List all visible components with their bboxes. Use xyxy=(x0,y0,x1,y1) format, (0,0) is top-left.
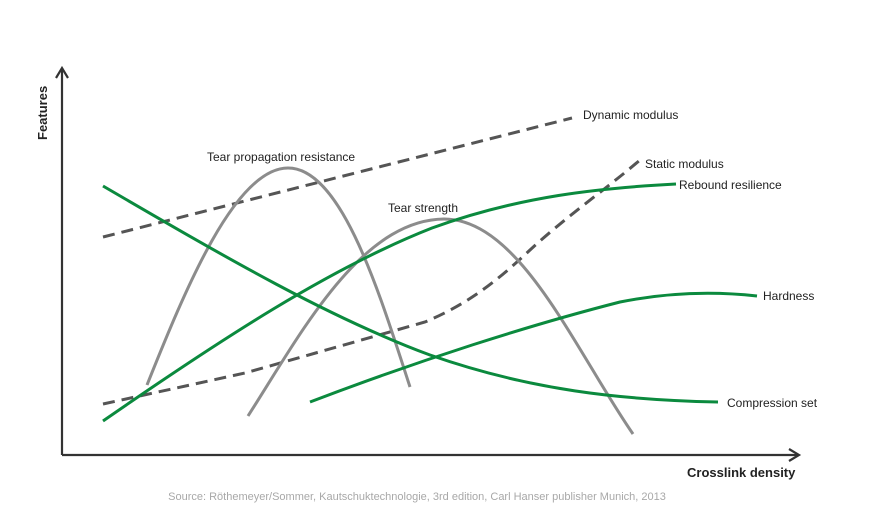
rebound-resilience-label: Rebound resilience xyxy=(679,178,782,192)
y-axis-arrowhead xyxy=(55,65,69,79)
y-axis-label: Features xyxy=(35,86,50,140)
hardness-curve xyxy=(309,291,758,404)
axes xyxy=(55,65,802,462)
source-citation: Source: Röthemeyer/Sommer, Kautschuktech… xyxy=(168,491,666,503)
rebound-resilience-curve xyxy=(102,182,677,423)
tear-propagation-resistance-label: Tear propagation resistance xyxy=(207,150,355,164)
compression-set-curve xyxy=(102,184,719,404)
x-axis-arrowhead xyxy=(788,448,802,462)
tear-strength-label: Tear strength xyxy=(388,201,458,215)
hardness-label: Hardness xyxy=(763,289,814,303)
static-modulus-label: Static modulus xyxy=(645,157,724,171)
dynamic-modulus-label: Dynamic modulus xyxy=(583,108,678,122)
tear-propagation-resistance-curve xyxy=(145,166,412,388)
dynamic-modulus-curve xyxy=(102,116,573,239)
compression-set-label: Compression set xyxy=(727,396,818,410)
x-axis-label: Crosslink density xyxy=(687,465,796,480)
tear-strength-curve xyxy=(246,217,635,435)
